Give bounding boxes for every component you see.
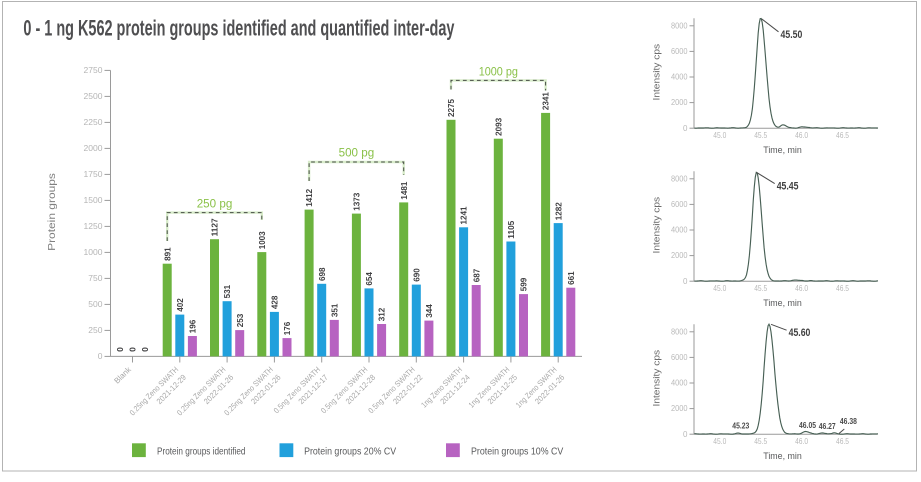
- svg-text:6000: 6000: [671, 200, 688, 209]
- svg-text:1282: 1282: [553, 202, 563, 220]
- svg-text:0: 0: [140, 347, 150, 352]
- svg-text:750: 750: [88, 273, 102, 283]
- svg-text:176: 176: [282, 322, 292, 336]
- svg-text:0: 0: [115, 347, 125, 352]
- svg-text:4000: 4000: [671, 73, 688, 82]
- svg-text:531: 531: [222, 285, 232, 299]
- svg-text:Protein groups: Protein groups: [47, 173, 58, 251]
- svg-text:Protein groups 10% CV: Protein groups 10% CV: [471, 446, 563, 458]
- svg-text:2000: 2000: [671, 98, 688, 107]
- svg-text:500 pg: 500 pg: [339, 146, 375, 160]
- svg-text:2250: 2250: [84, 117, 103, 127]
- svg-text:46.0: 46.0: [795, 437, 808, 446]
- svg-text:Protein groups 20% CV: Protein groups 20% CV: [304, 446, 396, 458]
- svg-text:1250: 1250: [84, 221, 103, 231]
- svg-text:46.5: 46.5: [836, 131, 849, 140]
- svg-text:8000: 8000: [671, 174, 688, 183]
- svg-text:46.0: 46.0: [795, 284, 808, 293]
- svg-text:2500: 2500: [84, 91, 103, 101]
- svg-text:46.38: 46.38: [840, 416, 857, 426]
- svg-text:4000: 4000: [671, 379, 688, 388]
- svg-text:1412: 1412: [304, 189, 314, 207]
- svg-text:1241: 1241: [459, 206, 469, 224]
- svg-text:1500: 1500: [84, 195, 103, 205]
- svg-text:1750: 1750: [84, 169, 103, 179]
- svg-text:661: 661: [566, 271, 576, 285]
- svg-text:0: 0: [683, 430, 688, 439]
- svg-text:2341: 2341: [541, 92, 551, 110]
- svg-text:45.45: 45.45: [777, 181, 799, 193]
- svg-text:4000: 4000: [671, 226, 688, 235]
- svg-text:Time, min: Time, min: [763, 298, 802, 309]
- svg-text:2000: 2000: [84, 143, 103, 153]
- svg-text:8000: 8000: [671, 327, 688, 336]
- svg-text:0: 0: [98, 351, 103, 361]
- svg-text:2750: 2750: [84, 65, 103, 75]
- svg-text:0 - 1 ng K562 protein groups i: 0 - 1 ng K562 protein groups identified …: [23, 15, 454, 40]
- svg-text:1373: 1373: [352, 193, 362, 211]
- svg-text:46.05: 46.05: [799, 420, 816, 430]
- svg-text:599: 599: [519, 278, 529, 292]
- svg-text:250 pg: 250 pg: [197, 197, 233, 211]
- svg-text:Intensity cps: Intensity cps: [652, 44, 663, 101]
- svg-text:Intensity cps: Intensity cps: [652, 197, 663, 254]
- svg-text:312: 312: [377, 307, 387, 321]
- svg-text:Intensity cps: Intensity cps: [652, 350, 663, 407]
- svg-text:45.0: 45.0: [713, 284, 726, 293]
- svg-text:1000: 1000: [84, 247, 103, 257]
- svg-text:46.27: 46.27: [819, 421, 836, 431]
- svg-text:2000: 2000: [671, 251, 688, 260]
- svg-text:45.0: 45.0: [713, 437, 726, 446]
- svg-text:45.50: 45.50: [781, 29, 803, 41]
- svg-text:45.60: 45.60: [789, 327, 811, 339]
- svg-text:2093: 2093: [493, 118, 503, 136]
- svg-text:1127: 1127: [210, 218, 220, 236]
- svg-text:654: 654: [364, 272, 374, 286]
- svg-text:698: 698: [317, 267, 327, 281]
- svg-text:45.23: 45.23: [732, 420, 749, 430]
- svg-text:428: 428: [270, 295, 280, 309]
- svg-text:6000: 6000: [671, 47, 688, 56]
- svg-text:687: 687: [471, 268, 481, 282]
- svg-text:253: 253: [235, 314, 245, 328]
- svg-text:690: 690: [411, 268, 421, 282]
- svg-text:46.5: 46.5: [836, 284, 849, 293]
- svg-text:6000: 6000: [671, 353, 688, 362]
- svg-text:Time, min: Time, min: [763, 451, 802, 462]
- svg-text:1481: 1481: [399, 181, 409, 199]
- svg-text:45.5: 45.5: [754, 131, 767, 140]
- svg-text:2000: 2000: [671, 404, 688, 413]
- svg-text:250: 250: [88, 325, 102, 335]
- svg-text:344: 344: [424, 304, 434, 318]
- svg-text:46.5: 46.5: [836, 437, 849, 446]
- svg-text:46.0: 46.0: [795, 131, 808, 140]
- svg-text:0: 0: [683, 124, 688, 133]
- svg-text:8000: 8000: [671, 21, 688, 30]
- svg-text:1000 pg: 1000 pg: [479, 65, 518, 79]
- svg-text:2275: 2275: [446, 99, 456, 117]
- svg-text:45.5: 45.5: [754, 437, 767, 446]
- svg-text:Time, min: Time, min: [763, 145, 802, 156]
- svg-text:402: 402: [175, 298, 185, 312]
- svg-text:Protein groups identified: Protein groups identified: [157, 446, 246, 458]
- svg-text:1105: 1105: [506, 220, 516, 238]
- svg-text:45.0: 45.0: [713, 131, 726, 140]
- svg-text:891: 891: [162, 247, 172, 261]
- svg-text:196: 196: [188, 319, 198, 333]
- svg-text:500: 500: [88, 299, 102, 309]
- svg-text:45.5: 45.5: [754, 284, 767, 293]
- svg-text:351: 351: [329, 303, 339, 317]
- svg-text:0: 0: [128, 347, 138, 352]
- svg-text:1003: 1003: [257, 231, 267, 249]
- svg-text:0: 0: [683, 277, 688, 286]
